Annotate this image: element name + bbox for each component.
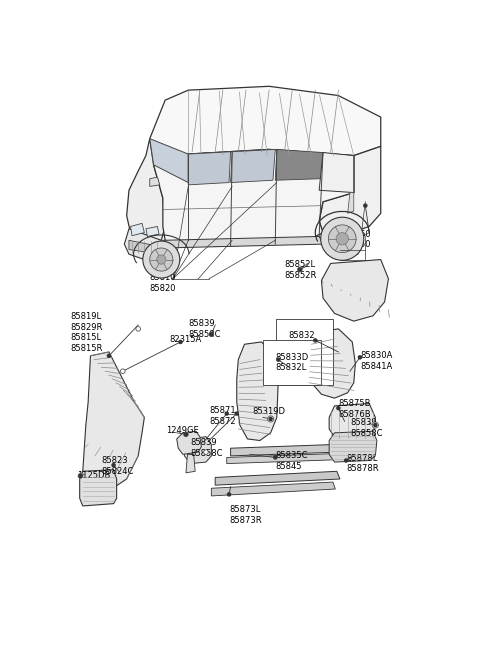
Text: 85873L
85873R: 85873L 85873R xyxy=(229,505,262,525)
Polygon shape xyxy=(348,193,354,214)
Polygon shape xyxy=(308,329,355,398)
Circle shape xyxy=(345,459,348,462)
Polygon shape xyxy=(319,146,381,236)
Circle shape xyxy=(269,417,272,421)
Polygon shape xyxy=(177,431,201,455)
Circle shape xyxy=(120,369,125,373)
Text: 85875B
85876B: 85875B 85876B xyxy=(338,399,371,419)
Circle shape xyxy=(277,358,280,361)
Circle shape xyxy=(150,248,173,271)
Circle shape xyxy=(136,327,141,331)
Polygon shape xyxy=(275,352,294,385)
Circle shape xyxy=(298,267,302,272)
Circle shape xyxy=(184,432,188,437)
Circle shape xyxy=(143,241,180,278)
Circle shape xyxy=(364,204,367,207)
Polygon shape xyxy=(186,455,195,473)
Text: 85823
85824C: 85823 85824C xyxy=(101,456,133,476)
Polygon shape xyxy=(237,342,278,441)
Polygon shape xyxy=(150,177,160,187)
Text: 85810
85820: 85810 85820 xyxy=(150,273,176,293)
Circle shape xyxy=(235,412,238,415)
Polygon shape xyxy=(124,229,163,265)
Polygon shape xyxy=(275,149,323,180)
Polygon shape xyxy=(131,223,144,236)
Polygon shape xyxy=(211,482,336,496)
Text: 85832
85832R
85832B
85842B: 85832 85832R 85832B 85842B xyxy=(288,331,321,373)
Circle shape xyxy=(156,255,166,264)
Text: 85819L
85829R
85815L
85815R: 85819L 85829R 85815L 85815R xyxy=(71,312,103,353)
Circle shape xyxy=(204,450,208,455)
Text: 85871
85872: 85871 85872 xyxy=(209,406,236,426)
Circle shape xyxy=(228,493,230,496)
Circle shape xyxy=(184,433,188,436)
Circle shape xyxy=(108,354,110,358)
Polygon shape xyxy=(146,227,159,236)
Circle shape xyxy=(209,332,214,337)
Polygon shape xyxy=(80,470,117,506)
Text: 85319D: 85319D xyxy=(252,407,285,417)
Circle shape xyxy=(179,341,182,343)
Polygon shape xyxy=(127,139,165,246)
Circle shape xyxy=(337,407,340,409)
Text: 85878L
85878R: 85878L 85878R xyxy=(346,454,379,474)
Circle shape xyxy=(210,333,213,336)
Text: 85852L
85852R: 85852L 85852R xyxy=(285,260,317,280)
Polygon shape xyxy=(230,149,275,183)
Text: 85830A
85841A: 85830A 85841A xyxy=(360,351,392,371)
Polygon shape xyxy=(184,437,211,464)
Circle shape xyxy=(112,464,115,466)
Polygon shape xyxy=(150,139,188,183)
Polygon shape xyxy=(163,236,323,248)
Polygon shape xyxy=(227,454,336,464)
Text: 85835C
85845: 85835C 85845 xyxy=(275,451,308,471)
Circle shape xyxy=(225,412,228,415)
Text: 1336JA: 1336JA xyxy=(329,248,359,257)
Text: 85839
85858C: 85839 85858C xyxy=(351,418,383,438)
Circle shape xyxy=(374,424,377,426)
Polygon shape xyxy=(319,153,354,193)
Polygon shape xyxy=(129,240,160,254)
Polygon shape xyxy=(83,352,144,491)
Polygon shape xyxy=(230,444,340,456)
Text: 85839
85858C: 85839 85858C xyxy=(188,319,221,339)
Circle shape xyxy=(314,339,317,342)
Polygon shape xyxy=(329,403,375,442)
Circle shape xyxy=(328,225,356,253)
Circle shape xyxy=(78,474,83,478)
Text: 82315A: 82315A xyxy=(169,335,201,344)
Polygon shape xyxy=(215,472,340,485)
Polygon shape xyxy=(322,259,388,321)
Circle shape xyxy=(372,422,378,428)
Polygon shape xyxy=(188,152,230,185)
Circle shape xyxy=(79,474,82,477)
Polygon shape xyxy=(150,86,381,165)
Text: 85860
85850: 85860 85850 xyxy=(345,229,371,250)
Circle shape xyxy=(274,456,277,459)
Circle shape xyxy=(359,356,361,359)
Polygon shape xyxy=(154,149,354,246)
Circle shape xyxy=(336,233,348,245)
Text: 85839
85858C: 85839 85858C xyxy=(191,438,223,458)
Circle shape xyxy=(321,217,364,260)
Text: 1125DB: 1125DB xyxy=(77,472,110,480)
Polygon shape xyxy=(329,431,377,462)
Circle shape xyxy=(299,268,301,271)
Circle shape xyxy=(267,416,274,422)
Text: 85833D
85832L: 85833D 85832L xyxy=(275,353,309,373)
Text: 1249GE: 1249GE xyxy=(166,426,199,435)
